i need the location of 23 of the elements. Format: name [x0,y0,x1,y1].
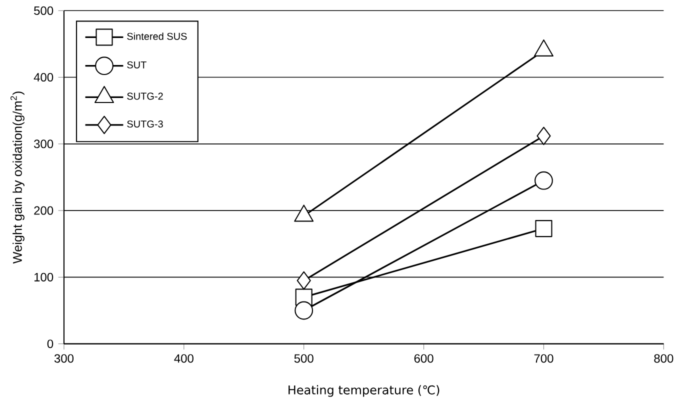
x-tick-label: 600 [414,354,434,362]
legend-label: SUT [127,61,146,68]
y-tick-label: 400 [34,72,54,82]
point [294,301,314,320]
y-tick-label: 300 [34,139,54,148]
y-tick-label: 500 [34,6,54,15]
x-axis-title: Heating temperature (℃) [288,384,440,397]
y-axis-title: Weight gain by oxidation(g/m$^{2}$) [10,91,24,264]
point [296,271,311,290]
x-tick-label: 800 [654,354,674,362]
x-tick-label: 400 [174,354,194,362]
point [535,220,552,237]
legend-label: SUTG-3 [127,120,163,128]
point [536,126,551,145]
y-tick-label: 0 [47,339,54,348]
legend-label: SUTG-2 [127,92,163,100]
x-tick-label: 500 [294,354,314,362]
y-tick-label: 100 [34,272,54,282]
x-tick-label: 300 [54,354,74,362]
point [534,171,553,190]
y-tick-label: 200 [34,206,54,215]
legend-label: Sintered SUS [127,32,187,40]
x-tick-label: 700 [534,354,554,362]
